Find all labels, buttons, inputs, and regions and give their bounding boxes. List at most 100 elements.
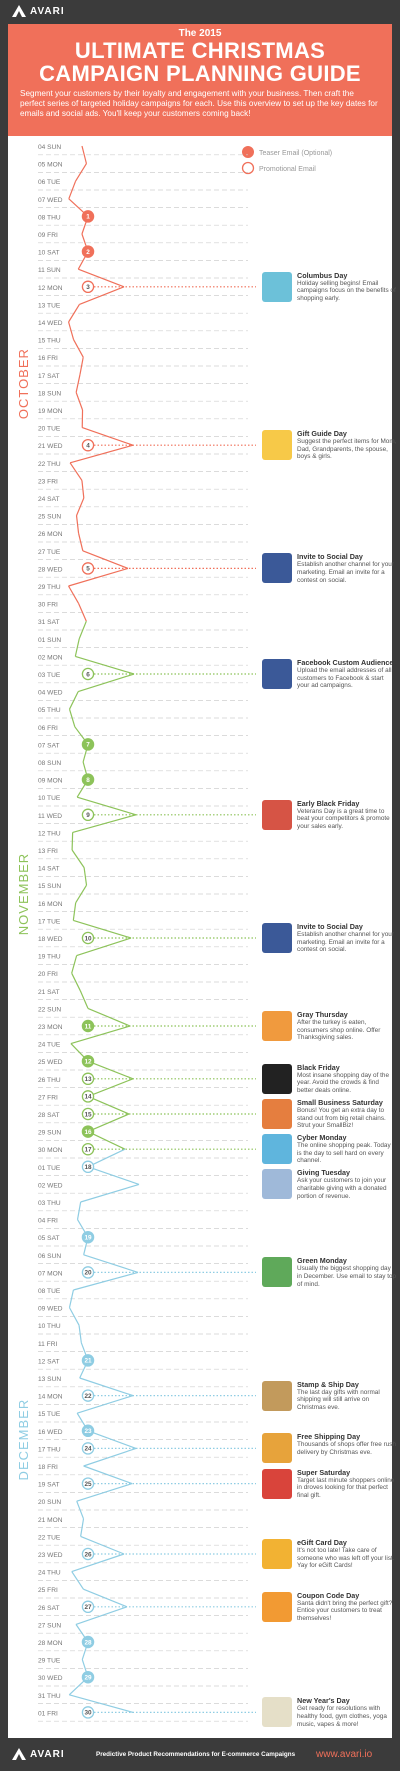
marker-number: 17 — [84, 1147, 92, 1154]
engagement-line-segment — [87, 1148, 126, 1168]
day-label: 21 MON — [38, 1517, 63, 1524]
event-title: Coupon Code Day — [297, 1590, 360, 1600]
day-label: 18 WED — [38, 936, 63, 943]
day-label: 28 WED — [38, 566, 63, 573]
event-title: Black Friday — [297, 1062, 340, 1072]
day-label: 10 SAT — [38, 250, 60, 257]
day-label: 20 FRI — [38, 971, 58, 978]
engagement-line-segment — [75, 655, 135, 675]
day-label: 26 SAT — [38, 1605, 60, 1612]
footer-url-link[interactable]: www.avari.io — [316, 1749, 373, 1760]
engagement-line-segment — [75, 1606, 128, 1625]
marker-14 — [81, 1090, 95, 1103]
marker-3 — [81, 280, 95, 294]
day-label: 27 FRI — [38, 1094, 58, 1101]
timeline-svg: Teaser Email (Optional) Promotional Email… — [16, 144, 332, 1722]
day-label: 26 MON — [38, 531, 63, 538]
package-icon — [262, 1380, 292, 1411]
event-description: Suggest the perfect items for Mom, Dad, … — [297, 438, 397, 461]
day-label: 15 SUN — [38, 883, 61, 890]
engagement-line-segment — [68, 1307, 80, 1326]
engagement-line-segment — [76, 1201, 82, 1220]
day-label: 14 SAT — [38, 866, 60, 873]
marker-13 — [81, 1072, 95, 1086]
day-label: 02 WED — [38, 1182, 63, 1189]
marker-7 — [81, 738, 95, 751]
engagement-line-segment — [77, 796, 137, 816]
engagement-line-segment — [71, 955, 78, 974]
day-label: 08 TUE — [38, 1288, 61, 1295]
day-label: 17 SAT — [38, 373, 60, 380]
day-label: 22 THU — [38, 461, 61, 468]
day-label: 01 TUE — [38, 1165, 61, 1172]
engagement-line-segment — [82, 550, 129, 569]
legend-teaser-label: Teaser Email (Optional) — [259, 150, 332, 157]
social-icon — [262, 923, 292, 953]
engagement-line-segment — [71, 832, 74, 851]
event-description: Most insane shopping day of the year. Av… — [297, 1071, 390, 1094]
engagement-line-segment — [81, 480, 85, 499]
pre-title: The 2015 — [178, 28, 222, 39]
event-description: Target last minute shoppers online in dr… — [297, 1476, 395, 1499]
day-label: 15 TUE — [38, 1411, 61, 1418]
marker-number: 1 — [86, 214, 90, 221]
day-label: 09 WED — [38, 1306, 63, 1313]
marker-5 — [81, 562, 95, 575]
day-label: 30 MON — [38, 1147, 63, 1154]
event-title: Early Black Friday — [297, 798, 360, 808]
footer: AVARI Predictive Product Recommendations… — [0, 1738, 400, 1771]
day-label: 06 TUE — [38, 179, 61, 186]
marker-19 — [81, 1230, 95, 1244]
event-description: It's not too late! Take care of someone … — [297, 1547, 395, 1570]
day-label: 01 SUN — [38, 637, 61, 644]
marker-number: 24 — [84, 1446, 92, 1453]
engagement-line-segment — [75, 884, 88, 904]
event-title: Free Shipping Day — [297, 1432, 361, 1442]
engagement-line-segment — [75, 497, 85, 516]
day-label: 27 SUN — [38, 1622, 61, 1629]
laptop-icon — [262, 1134, 292, 1165]
event-title: Stamp & Ship Day — [297, 1379, 359, 1389]
footer-logo[interactable]: AVARI — [12, 1748, 65, 1760]
marker-9 — [81, 808, 95, 822]
marker-25 — [81, 1477, 95, 1490]
engagement-line-segment — [71, 849, 85, 868]
day-label: 04 WED — [38, 690, 63, 697]
engagement-line-segment — [78, 603, 87, 622]
marker-number: 15 — [84, 1111, 92, 1118]
day-label: 01 FRI — [38, 1710, 58, 1717]
day-label: 03 THU — [38, 1200, 61, 1207]
top-bar: AVARI — [0, 0, 400, 24]
engagement-line-segment — [71, 1571, 84, 1590]
engagement-line-segment — [68, 567, 129, 587]
marker-number: 3 — [86, 284, 90, 291]
day-label: 12 THU — [38, 830, 61, 837]
footer-tagline: Predictive Product Recommendations for E… — [96, 1751, 296, 1758]
engagement-line-segment — [73, 1271, 139, 1291]
engagement-line-segment — [69, 1694, 134, 1713]
marker-6 — [81, 667, 95, 681]
day-label: 22 SUN — [38, 1006, 61, 1013]
marker-30 — [81, 1706, 95, 1719]
day-label: 27 TUE — [38, 549, 61, 556]
event-title: Gift Guide Day — [297, 429, 347, 439]
day-label: 21 WED — [38, 443, 63, 450]
marker-number: 20 — [84, 1270, 92, 1277]
event-title: eGift Card Day — [297, 1538, 347, 1547]
day-label: 06 SUN — [38, 1253, 61, 1260]
gift-icon — [262, 430, 292, 461]
engagement-line-segment — [77, 673, 135, 693]
event-description: Upload the email addresses of all custom… — [297, 667, 392, 690]
truck-icon — [262, 1433, 292, 1464]
engagement-line-segment — [68, 1289, 74, 1308]
event-title: Invite to Social Day — [297, 922, 363, 931]
engagement-line-segment — [87, 1007, 131, 1027]
giving-icon — [262, 1169, 292, 1200]
engagement-line-segment — [73, 339, 84, 358]
event-title: Green Monday — [297, 1256, 347, 1266]
day-label: 14 WED — [38, 320, 63, 327]
day-label: 03 TUE — [38, 672, 61, 679]
engagement-line-segment — [69, 444, 134, 464]
avari-logo[interactable]: AVARI — [12, 5, 65, 17]
day-label: 07 SAT — [38, 742, 60, 749]
